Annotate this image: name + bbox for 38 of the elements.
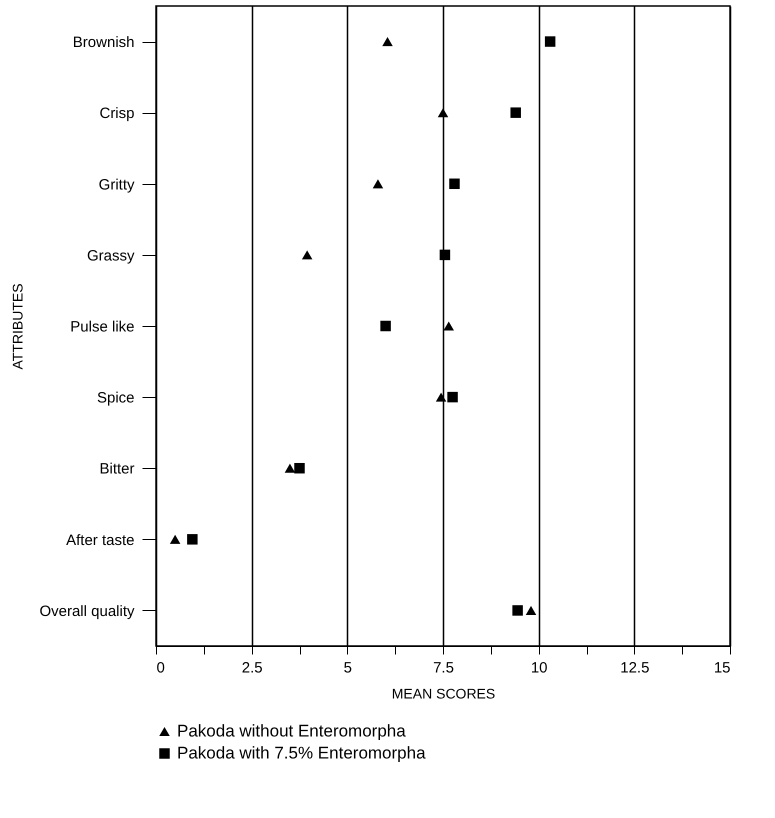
x-axis-title: MEAN SCORES — [392, 686, 496, 702]
point — [438, 108, 448, 118]
point — [440, 250, 450, 260]
point — [284, 464, 296, 473]
y-tick-label: Brownish — [72, 34, 134, 52]
x-tick-label: 10 — [530, 660, 548, 676]
point — [510, 107, 521, 118]
x-tick-label: 12.5 — [620, 660, 650, 676]
point — [170, 534, 180, 544]
legend-label: Pakoda without Enteromorpha — [177, 722, 406, 740]
point — [449, 178, 460, 190]
y-tick-label: Bitter — [99, 460, 134, 478]
x-tick-label: 7.5 — [433, 660, 454, 676]
point — [382, 37, 393, 46]
x-tick-label: 5 — [344, 660, 352, 676]
point — [187, 534, 198, 545]
y-tick-label: Spice — [96, 390, 134, 407]
y-tick-label: Crisp — [99, 105, 134, 122]
point — [447, 392, 458, 402]
y-tick-label: Overall quality — [39, 602, 135, 620]
point — [544, 36, 556, 47]
point — [436, 392, 446, 402]
point — [294, 462, 305, 474]
point — [302, 250, 312, 260]
x-tick-label: 0 — [156, 660, 165, 676]
point — [372, 179, 384, 188]
point — [380, 320, 391, 332]
y-tick-label: Grassy — [86, 247, 135, 264]
y-axis-title: ATTRIBUTES — [9, 283, 26, 370]
legend-label: Pakoda with 7.5% Enteromorpha — [177, 744, 426, 762]
x-tick-label: 15 — [714, 660, 730, 676]
y-tick-label: Pulse like — [70, 318, 134, 336]
y-tick-label: Gritty — [98, 176, 135, 194]
point — [443, 321, 454, 331]
point — [512, 605, 523, 616]
point — [526, 606, 536, 615]
x-tick-label: 2.5 — [242, 660, 263, 676]
y-tick-label: After taste — [66, 532, 134, 549]
